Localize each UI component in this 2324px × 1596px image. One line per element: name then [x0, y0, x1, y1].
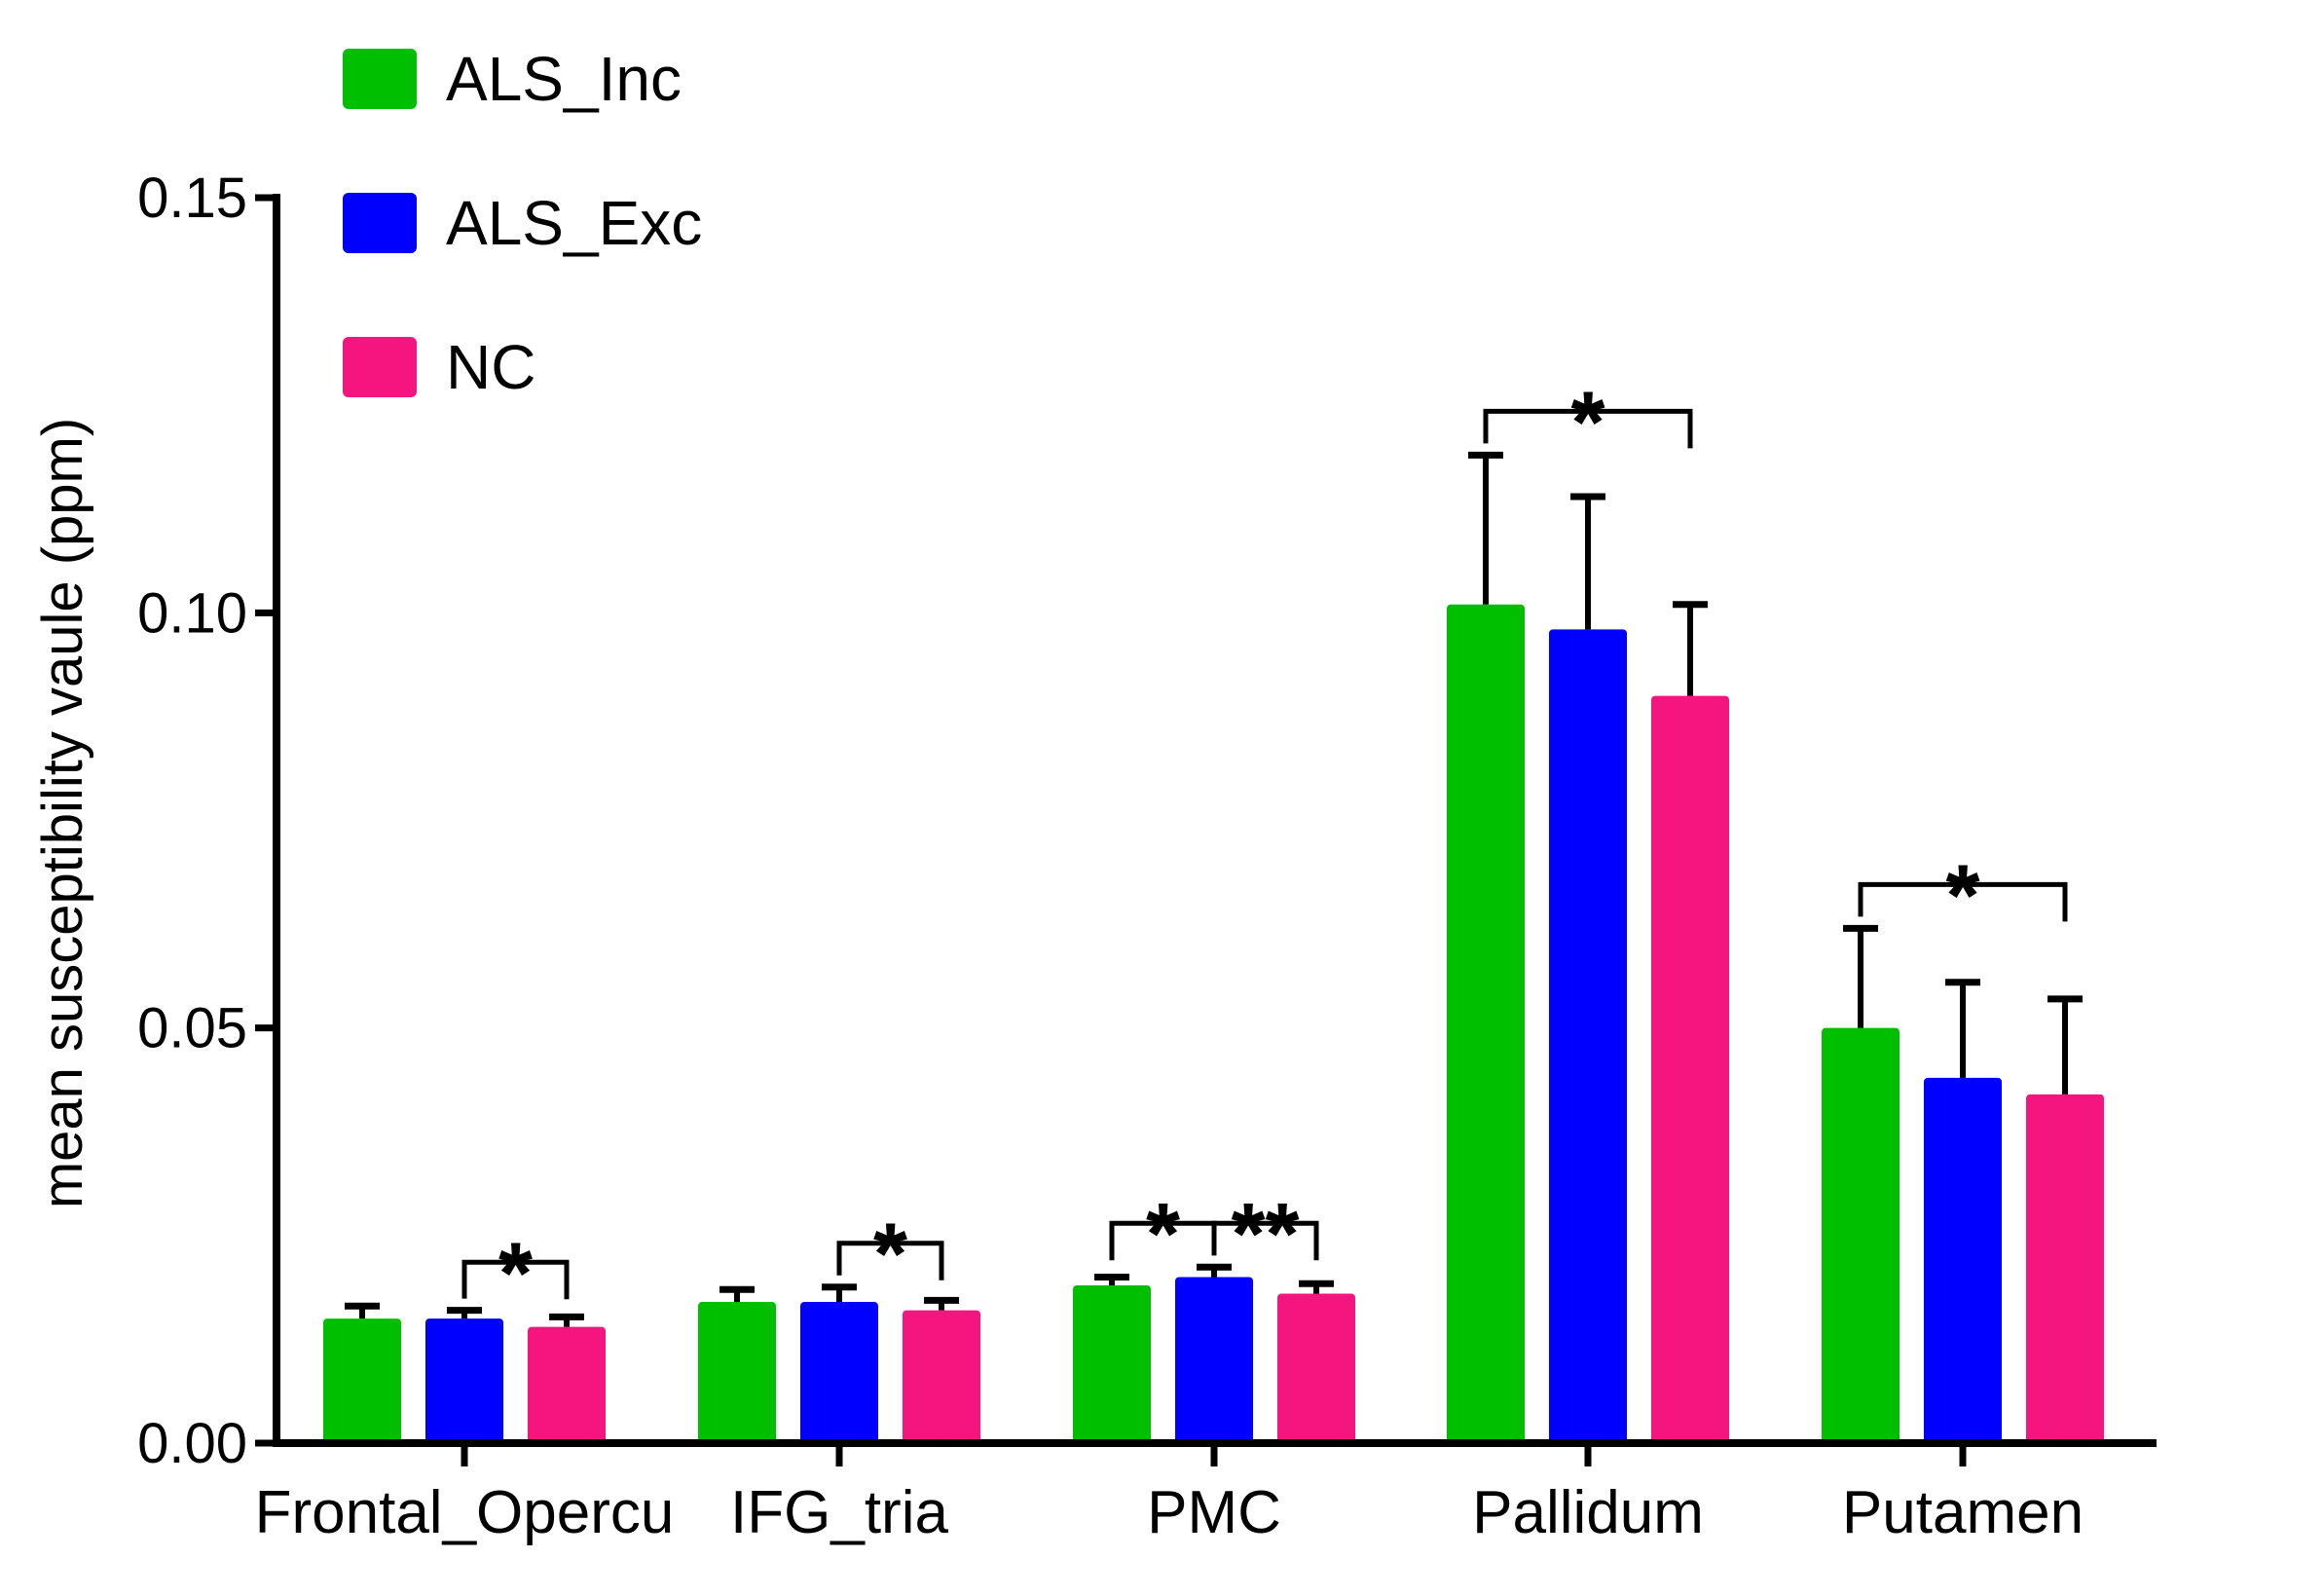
legend-label: ALS_Exc	[446, 188, 702, 258]
error-bar-ALS_Exc-PMC	[1197, 1263, 1232, 1278]
error-bar-NC-Putamen	[2047, 995, 2083, 1095]
significance-bracket: *	[1858, 847, 2068, 945]
significance-label: *	[873, 1206, 907, 1304]
bars	[323, 604, 2104, 1443]
bar-NC-IFG_tria	[903, 1310, 980, 1443]
error-bar-NC-PMC	[1299, 1280, 1334, 1294]
y-tick-label: 0.00	[137, 1412, 247, 1475]
significance-bracket: **	[1211, 1186, 1319, 1283]
x-tick-label-Frontal_Opercu: Frontal_Opercu	[255, 1479, 675, 1546]
bar-NC-PMC	[1277, 1293, 1355, 1443]
legend-swatch	[343, 337, 417, 397]
significance-bracket: *	[461, 1225, 570, 1322]
x-tick-label-IFG_tria: IFG_tria	[730, 1479, 948, 1546]
bar-ALS_Inc-Pallidum	[1447, 604, 1525, 1443]
error-bar-NC-Frontal_Opercu	[549, 1313, 584, 1327]
y-axis-label: mean susceptibility vaule (ppm)	[31, 418, 94, 1208]
legend-label: NC	[446, 332, 535, 402]
y-ticks: 0.00 0.05 0.10 0.15	[137, 167, 277, 1475]
significance-label: *	[1945, 847, 1979, 945]
x-category-labels: Frontal_Opercu IFG_tria PMC Pallidum Putamen	[255, 1443, 2084, 1546]
significance-label: *	[1570, 374, 1605, 471]
significance-bracket: *	[836, 1206, 944, 1304]
error-bar-ALS_Inc-PMC	[1094, 1273, 1129, 1285]
legend-entry-NC: NC	[343, 332, 535, 402]
y-tick-label: 0.05	[137, 997, 247, 1060]
legend-swatch	[343, 49, 417, 109]
error-bar-ALS_Inc-IFG_tria	[719, 1285, 755, 1303]
bar-NC-Putamen	[2026, 1094, 2104, 1443]
error-bar-NC-Pallidum	[1673, 601, 1708, 696]
error-bar-ALS_Inc-Putamen	[1843, 924, 1878, 1028]
significance-label: *	[498, 1225, 533, 1322]
bar-ALS_Exc-Frontal_Opercu	[425, 1318, 503, 1443]
legend: ALS_Inc ALS_Exc NC	[343, 44, 702, 402]
bar-ALS_Exc-IFG_tria	[800, 1302, 878, 1443]
legend-label: ALS_Inc	[446, 44, 682, 114]
y-tick-label: 0.15	[137, 167, 247, 230]
significance-annotations: * * * ****	[461, 374, 2068, 1322]
y-tick-label: 0.10	[137, 581, 247, 645]
legend-entry-ALS_Inc: ALS_Inc	[343, 44, 682, 114]
error-bars	[345, 451, 2083, 1327]
y-axis-label-group: mean susceptibility vaule (ppm)	[31, 418, 94, 1208]
legend-swatch	[343, 193, 417, 253]
significance-label: *	[1146, 1186, 1180, 1283]
error-bar-ALS_Inc-Frontal_Opercu	[345, 1302, 380, 1319]
error-bar-ALS_Inc-Pallidum	[1468, 451, 1503, 605]
error-bar-ALS_Exc-Putamen	[1945, 979, 1980, 1078]
bar-ALS_Exc-Putamen	[1924, 1077, 2002, 1443]
error-bar-ALS_Exc-Frontal_Opercu	[447, 1307, 482, 1319]
legend-entry-ALS_Exc: ALS_Exc	[343, 188, 702, 258]
bar-ALS_Inc-IFG_tria	[698, 1302, 776, 1443]
bar-NC-Frontal_Opercu	[528, 1326, 606, 1443]
bar-ALS_Inc-PMC	[1073, 1284, 1151, 1443]
error-bar-ALS_Exc-IFG_tria	[822, 1283, 857, 1303]
x-tick-label-Pallidum: Pallidum	[1472, 1479, 1704, 1546]
x-tick-label-Putamen: Putamen	[1842, 1479, 2084, 1546]
bar-NC-Pallidum	[1651, 695, 1729, 1443]
bar-ALS_Inc-Putamen	[1822, 1027, 1900, 1443]
error-bar-NC-IFG_tria	[924, 1296, 959, 1311]
bar-ALS_Inc-Frontal_Opercu	[323, 1318, 401, 1443]
x-tick-label-PMC: PMC	[1147, 1479, 1281, 1546]
bar-ALS_Exc-Pallidum	[1549, 629, 1627, 1443]
significance-bracket: *	[1483, 374, 1693, 471]
error-bar-ALS_Exc-Pallidum	[1570, 493, 1605, 630]
significance-label: **	[1231, 1186, 1299, 1283]
bar-ALS_Exc-PMC	[1175, 1277, 1253, 1443]
